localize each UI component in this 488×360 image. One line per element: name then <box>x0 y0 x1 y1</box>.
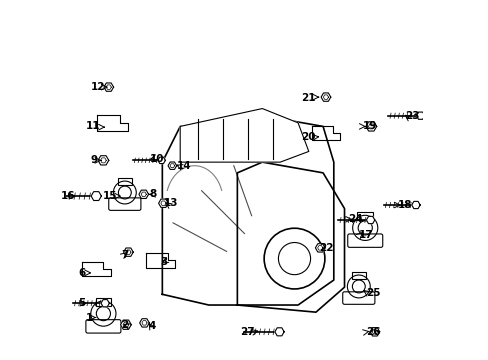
Text: 21: 21 <box>301 93 315 103</box>
Polygon shape <box>91 192 101 201</box>
Text: 16: 16 <box>60 191 75 201</box>
Text: 6: 6 <box>78 268 85 278</box>
Bar <box>95 298 111 306</box>
Polygon shape <box>123 248 133 256</box>
Polygon shape <box>411 201 419 209</box>
Polygon shape <box>140 319 149 327</box>
Text: 27: 27 <box>240 327 255 337</box>
Text: 11: 11 <box>85 121 100 131</box>
Polygon shape <box>315 244 325 252</box>
Text: 24: 24 <box>347 214 362 224</box>
Text: 13: 13 <box>164 198 178 208</box>
Polygon shape <box>98 156 108 165</box>
Text: 12: 12 <box>90 82 105 92</box>
Text: 1: 1 <box>85 312 93 323</box>
Text: 9: 9 <box>91 156 98 165</box>
Polygon shape <box>321 93 330 101</box>
Text: 18: 18 <box>397 200 412 210</box>
Polygon shape <box>139 190 148 198</box>
Polygon shape <box>237 162 344 312</box>
Text: 14: 14 <box>176 161 191 171</box>
Text: 10: 10 <box>149 154 164 163</box>
Text: 23: 23 <box>405 111 419 121</box>
Polygon shape <box>365 122 376 131</box>
Polygon shape <box>168 162 176 170</box>
Text: 25: 25 <box>365 288 380 297</box>
Polygon shape <box>162 116 333 305</box>
Text: 2: 2 <box>121 320 128 330</box>
Text: 7: 7 <box>121 250 128 260</box>
Polygon shape <box>158 199 168 207</box>
Text: 15: 15 <box>103 191 118 201</box>
Text: 20: 20 <box>301 132 315 142</box>
Text: 26: 26 <box>365 327 380 337</box>
Text: 19: 19 <box>362 121 376 131</box>
Polygon shape <box>101 300 109 307</box>
Polygon shape <box>274 328 284 336</box>
Text: 3: 3 <box>160 257 167 267</box>
Text: 22: 22 <box>319 243 333 253</box>
Text: 5: 5 <box>78 298 85 308</box>
Polygon shape <box>121 320 131 329</box>
Text: 4: 4 <box>148 321 155 332</box>
Bar <box>357 212 372 220</box>
Polygon shape <box>158 157 165 163</box>
Polygon shape <box>366 216 374 224</box>
Text: 8: 8 <box>149 189 157 199</box>
Polygon shape <box>104 83 113 91</box>
Bar <box>351 272 365 279</box>
Text: 17: 17 <box>358 230 373 240</box>
Polygon shape <box>416 112 424 119</box>
Polygon shape <box>369 328 379 336</box>
Bar <box>118 178 132 185</box>
Polygon shape <box>180 109 308 162</box>
